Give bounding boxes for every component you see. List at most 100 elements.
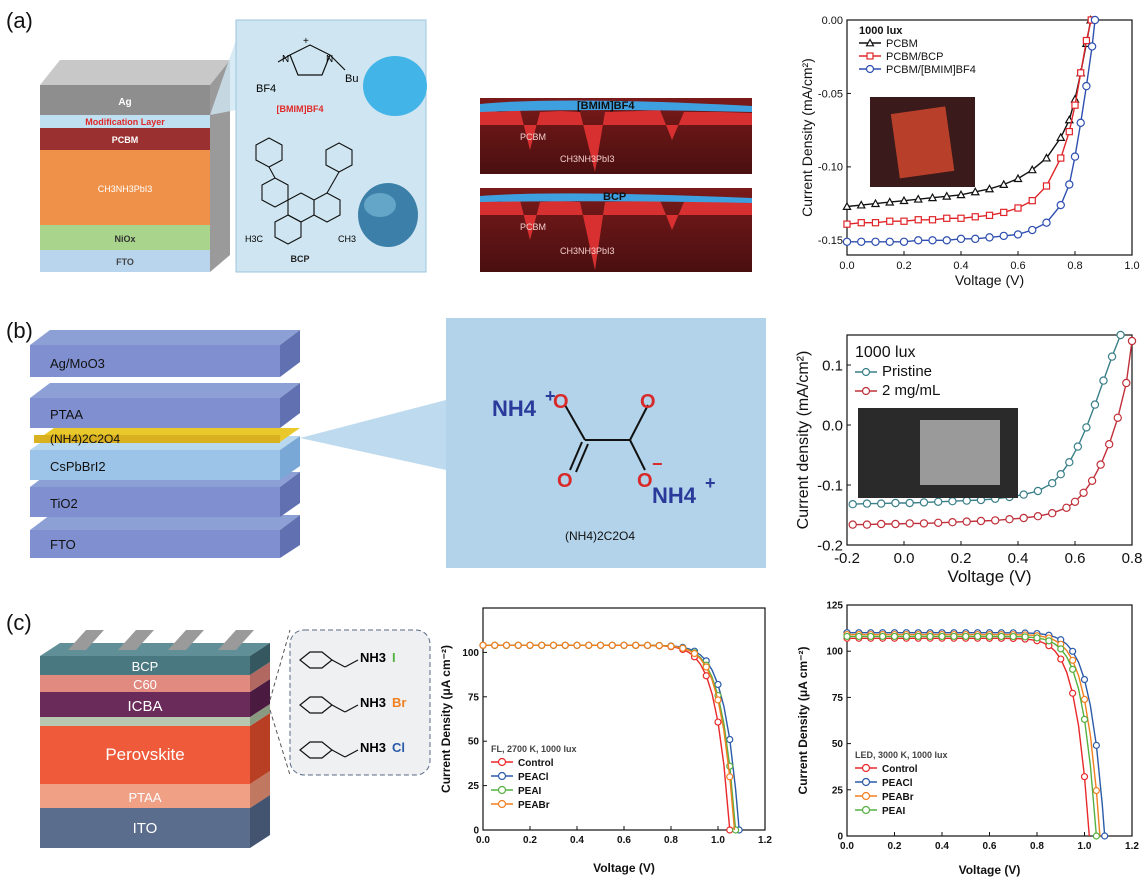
- legend-title: 1000 lux: [855, 344, 916, 361]
- data-point: [726, 735, 734, 744]
- data-point: [1042, 182, 1051, 190]
- data-point: [1069, 656, 1077, 664]
- data-point: [573, 641, 581, 649]
- data-point: [1057, 655, 1065, 663]
- data-point: [1080, 715, 1089, 723]
- data-point: [1087, 476, 1097, 485]
- data-point: [1090, 15, 1100, 25]
- data-point: [848, 520, 857, 529]
- y-axis-label: Current Density (μA cm⁻²): [439, 645, 453, 793]
- data-point: [1087, 42, 1097, 51]
- y-tick-label: -0.1: [817, 477, 843, 494]
- data-point: [919, 519, 929, 528]
- y-tick-label: 100: [462, 648, 479, 659]
- data-point: [857, 237, 866, 246]
- y-tick-label: 0.0: [822, 417, 843, 434]
- panel-a-sem-images: [BMIM]BF4 PCBM CH3NH3PbI3 BCP PCBM CH3NH…: [480, 98, 752, 272]
- data-point: [1069, 647, 1077, 655]
- data-point: [1028, 196, 1036, 205]
- nh4-right: NH4: [652, 483, 697, 508]
- x-axis-label: Voltage (V): [947, 567, 1031, 586]
- bmim-bf4: BF4: [256, 83, 276, 95]
- data-point: [879, 632, 887, 641]
- data-point: [914, 632, 922, 641]
- y-tick-label: -0.15: [818, 235, 843, 247]
- data-point: [877, 499, 886, 508]
- layer-perovskite: [40, 150, 210, 225]
- x-tick-label: 0.2: [951, 550, 972, 567]
- data-point: [502, 641, 511, 649]
- nh4-left: NH4: [492, 396, 537, 421]
- y-tick-label: 0: [837, 832, 843, 843]
- y-tick-label: 0.1: [822, 357, 843, 374]
- x-tick-label: 0.4: [570, 835, 584, 846]
- panel-label-c: (c): [6, 610, 32, 635]
- legend-marker: [497, 785, 507, 795]
- legend-marker: [497, 771, 507, 781]
- data-point: [608, 641, 616, 649]
- data-point: [1096, 460, 1105, 469]
- y-tick-label: 50: [832, 739, 844, 750]
- pea-halide-cl: Cl: [392, 740, 405, 755]
- legend-entry: PEAI: [518, 786, 542, 797]
- x-tick-label: 0.8: [1067, 260, 1082, 272]
- data-point: [919, 498, 929, 507]
- y-tick-label: 100: [826, 647, 843, 658]
- pea-amine-3: NH3: [360, 740, 386, 755]
- data-point: [514, 641, 522, 649]
- data-point: [1092, 787, 1100, 795]
- data-point: [1033, 512, 1043, 521]
- data-point: [1033, 634, 1041, 642]
- data-point: [1028, 225, 1037, 235]
- data-point: [962, 496, 971, 505]
- data-point: [679, 644, 687, 652]
- data-point: [962, 632, 970, 641]
- data-point: [891, 519, 900, 529]
- layer-label-ag-moo3: Ag/MoO3: [50, 356, 105, 371]
- y-axis-label: Current Density (mA/cm²): [799, 58, 815, 217]
- data-point: [479, 641, 487, 649]
- nh4-left-charge: +: [545, 386, 556, 406]
- data-point: [997, 632, 1005, 641]
- legend-marker: [861, 386, 871, 396]
- data-point: [1065, 127, 1073, 136]
- data-point: [956, 234, 966, 244]
- legend-marker: [861, 805, 871, 815]
- x-tick-label: 0.6: [617, 835, 631, 846]
- data-point: [999, 179, 1009, 188]
- data-point: [1009, 632, 1017, 641]
- data-point: [856, 200, 866, 209]
- data-point: [1041, 153, 1052, 162]
- legend-entry: PEACl: [882, 778, 913, 789]
- data-point: [1056, 132, 1066, 141]
- bmim-structure: [277, 44, 346, 76]
- data-point: [1077, 69, 1085, 77]
- inset-photo-chamber: [920, 420, 1000, 485]
- data-point: [971, 213, 979, 221]
- data-point: [620, 641, 628, 649]
- oxalate-formula: (NH4)2C2O4: [565, 529, 635, 543]
- data-point: [942, 236, 951, 245]
- data-point: [857, 219, 865, 227]
- data-point: [1092, 832, 1100, 840]
- legend-marker: [865, 64, 875, 74]
- x-tick-label: 0.4: [953, 260, 968, 272]
- legend-marker: [861, 777, 871, 787]
- data-point: [926, 632, 934, 641]
- layer-label-tio2: TiO2: [50, 496, 78, 511]
- data-point: [1116, 330, 1125, 340]
- x-tick-label: 0.4: [935, 841, 949, 852]
- layer-modification: [40, 115, 210, 128]
- pea-amine-1: NH3: [360, 650, 386, 665]
- legend-entry: Control: [882, 764, 918, 775]
- x-axis-label: Voltage (V): [593, 861, 655, 875]
- oxygen-1: O: [553, 391, 569, 413]
- nh4-right-charge: +: [705, 473, 716, 493]
- data-point: [1127, 336, 1137, 346]
- data-point: [1005, 515, 1014, 524]
- data-point: [885, 197, 895, 206]
- legend-marker: [865, 38, 875, 47]
- bmim-droplet: [363, 56, 427, 116]
- layer-label-niox: NiOx: [114, 234, 135, 244]
- data-point: [985, 211, 994, 220]
